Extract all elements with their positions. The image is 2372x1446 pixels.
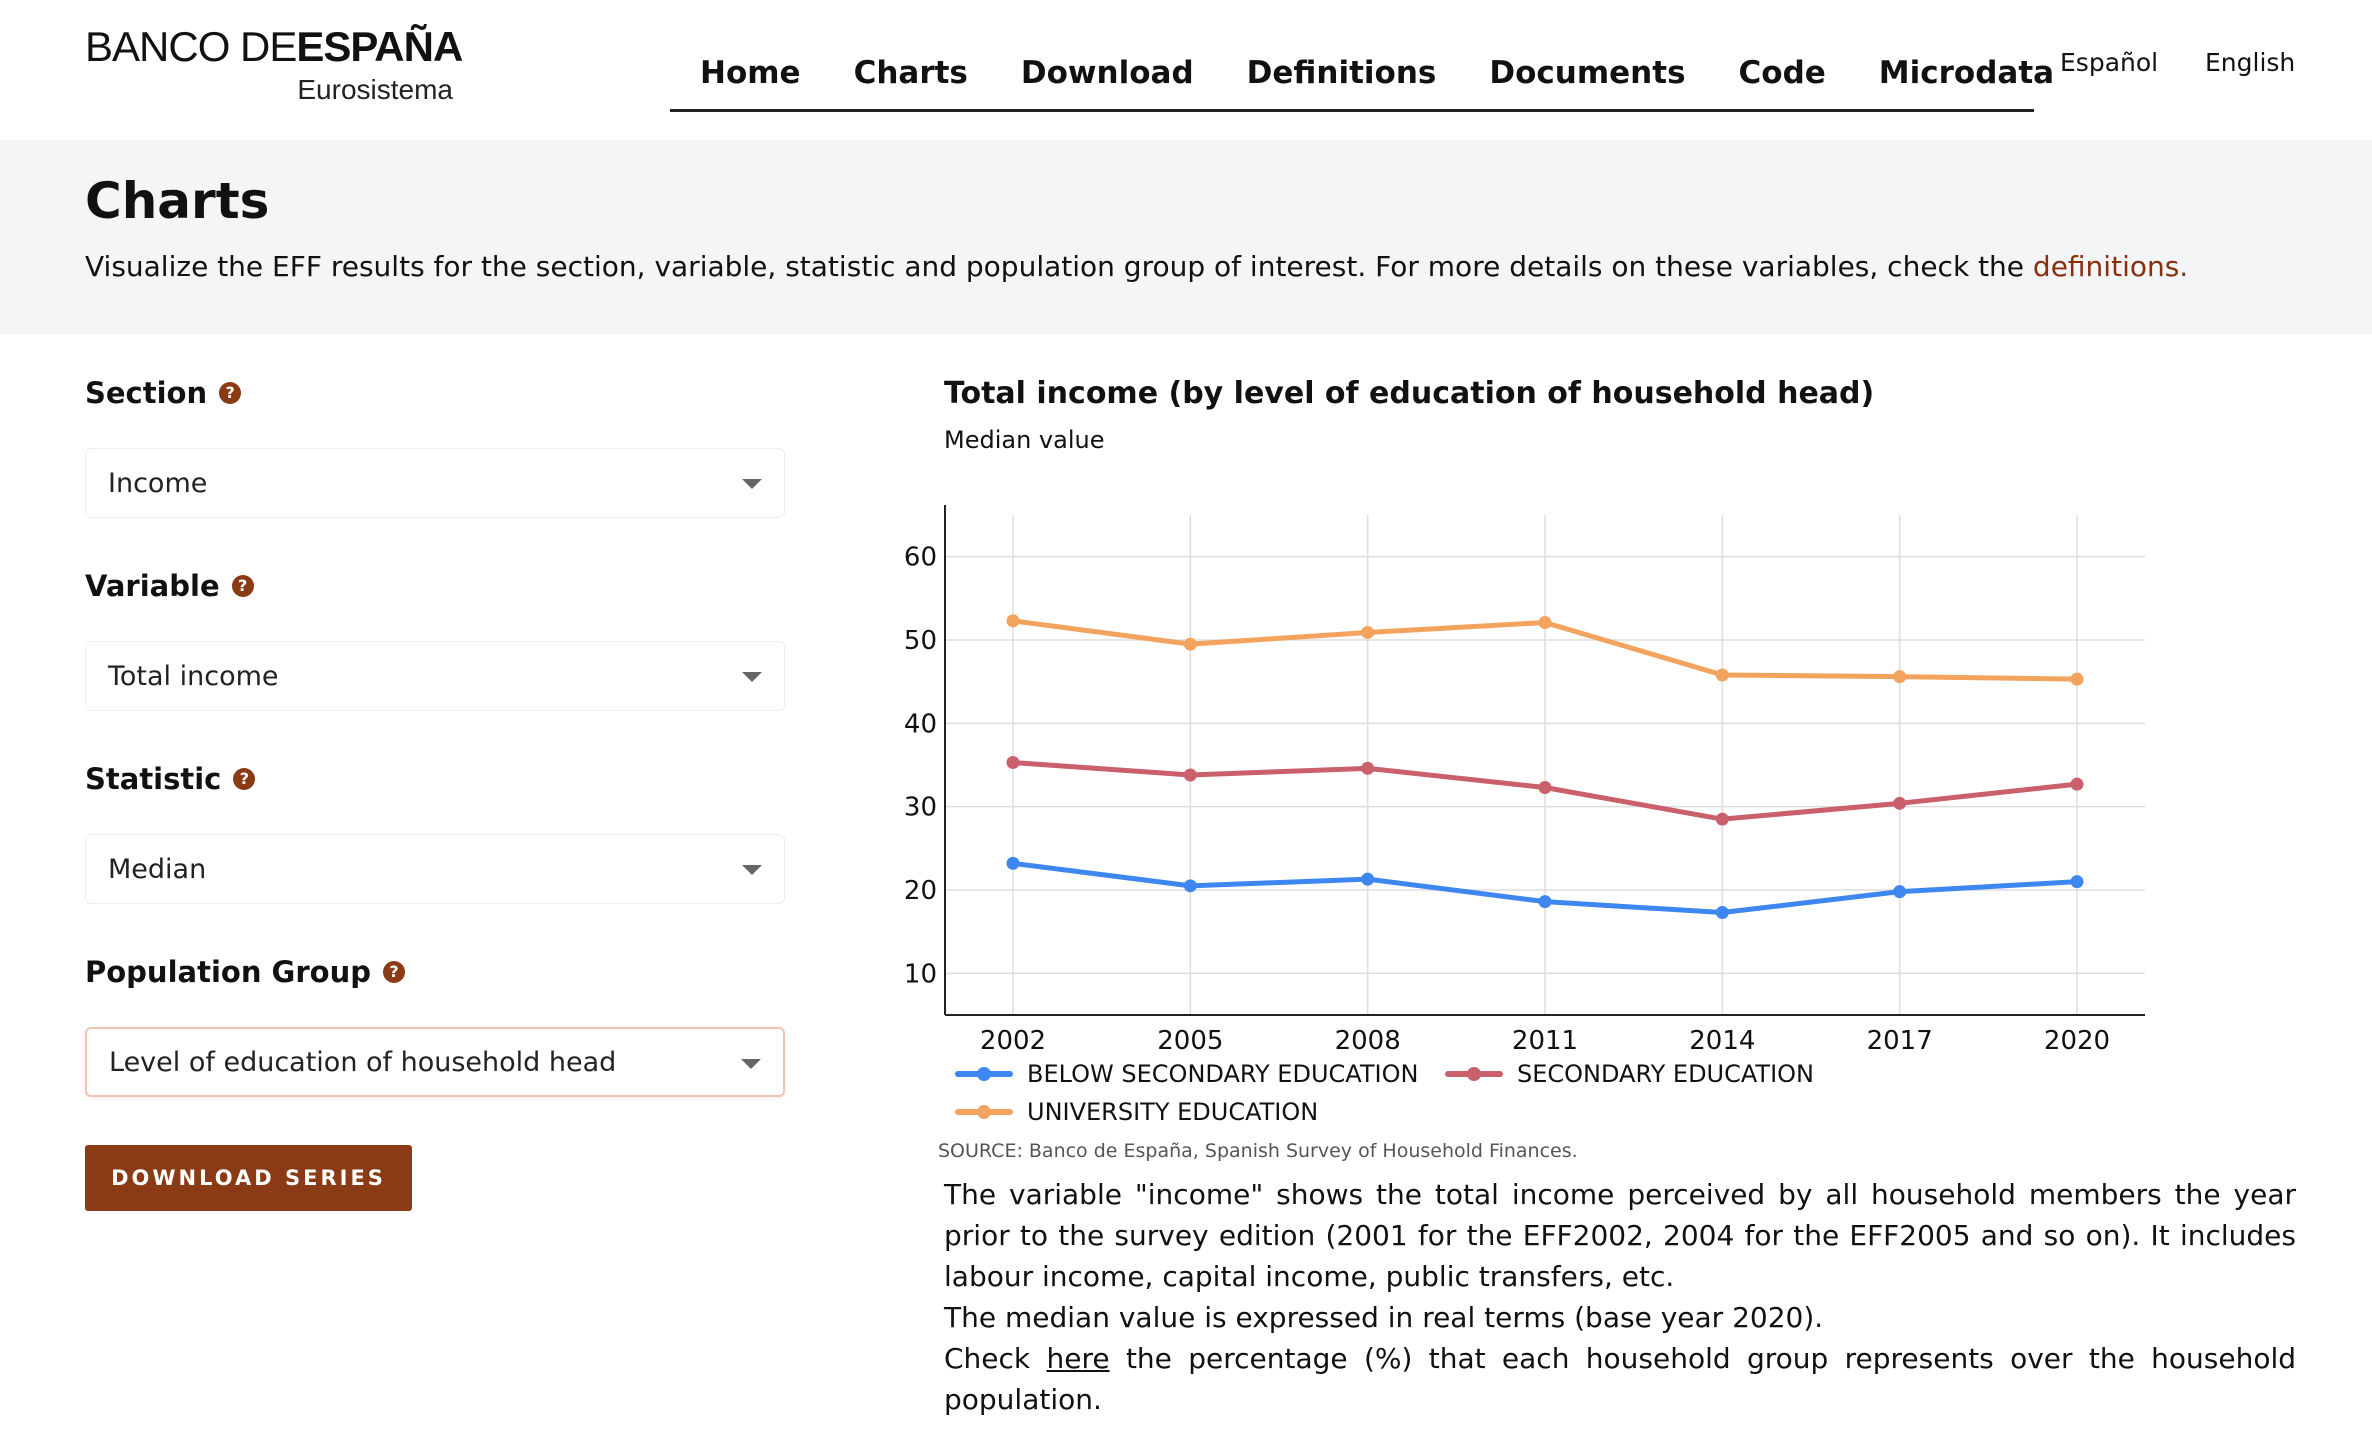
section-select-value: Income bbox=[108, 467, 208, 499]
data-point bbox=[1538, 895, 1552, 909]
logo-subtitle: Eurosistema bbox=[297, 74, 453, 105]
page-banner: Charts Visualize the EFF results for the… bbox=[0, 140, 2372, 334]
data-point bbox=[1538, 781, 1552, 794]
x-tick-label: 2017 bbox=[1867, 1026, 1933, 1056]
legend-label: UNIVERSITY EDUCATION bbox=[1027, 1098, 1319, 1126]
lang-english-link[interactable]: English bbox=[2205, 48, 2296, 77]
data-point bbox=[1006, 756, 1020, 769]
nav-charts[interactable]: Charts bbox=[853, 54, 968, 91]
data-point bbox=[2070, 875, 2084, 889]
explanation-paragraph: The variable "income" shows the total in… bbox=[944, 1178, 2296, 1293]
legend-swatch bbox=[955, 1105, 1013, 1119]
here-link[interactable]: here bbox=[1046, 1342, 1110, 1375]
data-point bbox=[1183, 879, 1197, 893]
variable-select[interactable]: Total income bbox=[85, 641, 785, 711]
statistic-select[interactable]: Median bbox=[85, 834, 785, 904]
chevron-down-icon bbox=[741, 1059, 761, 1069]
legend-item-secondary[interactable]: SECONDARY EDUCATION bbox=[1445, 1060, 1814, 1088]
data-point bbox=[1538, 616, 1552, 629]
explanation-text: Check bbox=[944, 1342, 1031, 1375]
data-point bbox=[1361, 626, 1375, 639]
data-point bbox=[1183, 768, 1197, 782]
x-tick-label: 2020 bbox=[2044, 1026, 2110, 1056]
x-tick-label: 2002 bbox=[980, 1026, 1046, 1056]
data-point bbox=[2070, 777, 2084, 791]
page-title: Charts bbox=[85, 172, 270, 230]
data-point bbox=[1715, 812, 1729, 826]
help-icon[interactable]: ? bbox=[219, 382, 242, 404]
help-icon[interactable]: ? bbox=[383, 961, 405, 983]
y-tick-label: 10 bbox=[904, 959, 937, 989]
population-group-label-text: Population Group bbox=[85, 955, 371, 989]
chart-subtitle: Median value bbox=[944, 426, 1105, 454]
legend-item-university[interactable]: UNIVERSITY EDUCATION bbox=[955, 1098, 1318, 1126]
data-point bbox=[1183, 637, 1197, 651]
nav-download[interactable]: Download bbox=[1020, 54, 1194, 91]
chart-explanation: The variable "income" shows the total in… bbox=[944, 1174, 2296, 1420]
population-group-select[interactable]: Level of education of household head bbox=[85, 1027, 785, 1097]
chevron-down-icon bbox=[742, 865, 762, 875]
nav-code[interactable]: Code bbox=[1738, 54, 1826, 91]
y-tick-label: 60 bbox=[904, 543, 937, 573]
y-tick-label: 40 bbox=[904, 709, 937, 739]
explanation-paragraph: Check here the percentage (%) that each … bbox=[944, 1338, 2296, 1420]
nav-microdata[interactable]: Microdata bbox=[1878, 54, 2055, 91]
y-tick-label: 20 bbox=[904, 876, 937, 906]
nav-home[interactable]: Home bbox=[700, 54, 801, 91]
data-point bbox=[1715, 906, 1729, 919]
logo-part-2: ESPAÑA bbox=[296, 23, 463, 70]
lang-spanish-link[interactable]: Español bbox=[2060, 48, 2159, 77]
legend-label: SECONDARY EDUCATION bbox=[1517, 1060, 1815, 1088]
main-nav: Home Charts Download Definitions Documen… bbox=[670, 30, 2054, 112]
population-group-label: Population Group? bbox=[85, 955, 405, 989]
data-point bbox=[1006, 856, 1020, 870]
section-label-text: Section bbox=[85, 376, 208, 410]
chart-title: Total income (by level of education of h… bbox=[944, 376, 1875, 411]
data-point bbox=[1715, 668, 1729, 682]
logo-wordmark: BANCO DEESPAÑA bbox=[85, 22, 465, 72]
definitions-link[interactable]: definitions. bbox=[2032, 250, 2189, 283]
line-chart: 10 20 30 40 50 60 2002 2005 2008 2011 2014 2017 2020 bbox=[904, 505, 2145, 1056]
help-icon[interactable]: ? bbox=[233, 768, 256, 790]
page-description-text: Visualize the EFF results for the sectio… bbox=[85, 250, 2033, 283]
help-icon[interactable]: ? bbox=[231, 575, 254, 597]
population-group-select-value: Level of education of household head bbox=[109, 1046, 617, 1078]
statistic-select-value: Median bbox=[108, 853, 207, 885]
page-description: Visualize the EFF results for the sectio… bbox=[85, 250, 2188, 283]
explanation-text: the percentage (%) that each household g… bbox=[944, 1342, 2297, 1416]
chart-source: SOURCE: Banco de España, Spanish Survey … bbox=[938, 1140, 1578, 1162]
data-point bbox=[1361, 872, 1375, 886]
data-point bbox=[2070, 672, 2084, 686]
logo-part-1: BANCO DE bbox=[85, 23, 297, 70]
x-tick-label: 2014 bbox=[1689, 1026, 1755, 1056]
x-tick-label: 2008 bbox=[1335, 1026, 1401, 1056]
section-select[interactable]: Income bbox=[85, 448, 785, 518]
variable-select-value: Total income bbox=[108, 660, 279, 692]
chevron-down-icon bbox=[742, 479, 762, 489]
explanation-paragraph: The median value is expressed in real te… bbox=[944, 1301, 1824, 1334]
x-tick-label: 2011 bbox=[1512, 1026, 1578, 1056]
bde-logo[interactable]: BANCO DEESPAÑA Eurosistema bbox=[85, 22, 465, 106]
variable-label-text: Variable bbox=[85, 569, 220, 603]
nav-documents[interactable]: Documents bbox=[1489, 54, 1686, 91]
statistic-label: Statistic? bbox=[85, 762, 256, 796]
legend-swatch bbox=[955, 1067, 1013, 1081]
variable-label: Variable? bbox=[85, 569, 254, 603]
data-point bbox=[1893, 796, 1907, 810]
data-point bbox=[1006, 614, 1020, 628]
data-point bbox=[1893, 885, 1907, 899]
statistic-label-text: Statistic bbox=[85, 762, 222, 796]
chevron-down-icon bbox=[742, 672, 762, 682]
section-label: Section? bbox=[85, 376, 242, 410]
y-tick-label: 50 bbox=[904, 626, 937, 656]
download-series-button[interactable]: DOWNLOAD SERIES bbox=[85, 1145, 412, 1211]
legend-swatch bbox=[1445, 1067, 1503, 1081]
data-point bbox=[1893, 670, 1907, 684]
nav-definitions[interactable]: Definitions bbox=[1246, 54, 1437, 91]
data-point bbox=[1361, 761, 1375, 775]
x-tick-label: 2005 bbox=[1157, 1026, 1223, 1056]
legend-item-below-secondary[interactable]: BELOW SECONDARY EDUCATION bbox=[955, 1060, 1418, 1088]
y-tick-label: 30 bbox=[904, 793, 937, 823]
legend-label: BELOW SECONDARY EDUCATION bbox=[1027, 1060, 1419, 1088]
